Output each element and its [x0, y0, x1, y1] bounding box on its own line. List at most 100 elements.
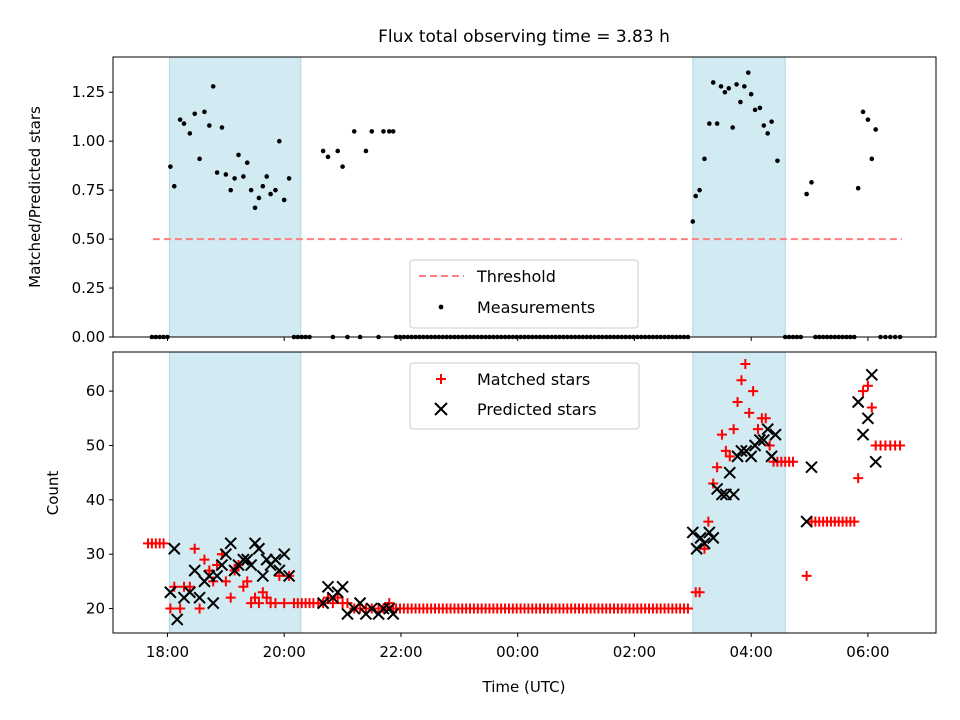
matched-star-point [199, 554, 210, 565]
x-axis-label: Time (UTC) [482, 678, 566, 696]
predicted-star-point [715, 488, 729, 501]
matched-star-point [238, 581, 249, 592]
y-tick-label: 30 [86, 545, 105, 563]
measurement-point [244, 160, 250, 166]
measurement-point [268, 191, 273, 197]
predicted-star-point [273, 564, 286, 577]
matched-star-point [332, 592, 343, 603]
matched-star-point [716, 429, 727, 440]
matched-star-point [253, 598, 264, 609]
measurement-point [381, 129, 386, 134]
matched-star-point [744, 407, 755, 418]
x-tick-label: 18:00 [146, 643, 189, 661]
predicted-star-point [856, 428, 870, 441]
matched-star-point [165, 603, 176, 614]
matched-star-point [858, 386, 869, 397]
measurement-point [281, 197, 287, 203]
predicted-star-point [686, 526, 700, 539]
measurement-point [351, 129, 357, 134]
predicted-star-point [723, 466, 736, 479]
predicted-star-point [237, 553, 250, 566]
x-tick-label: 02:00 [613, 643, 656, 661]
measurement-point [775, 158, 780, 164]
predicted-star-point [256, 569, 270, 583]
predicted-star-point [336, 580, 349, 594]
matched-star-point [862, 380, 873, 391]
measurement-point [757, 105, 763, 111]
matched-star-point [158, 538, 169, 549]
bottom-y-axis-ticks: 20 30 40 50 60 [86, 382, 113, 618]
measurement-point [197, 156, 202, 162]
measurement-point [710, 80, 716, 85]
measurement-point [748, 91, 754, 97]
predicted-star-point [219, 547, 233, 561]
top-axes-frame [112, 56, 937, 338]
predicted-star-point [316, 596, 330, 610]
matched-star-point [740, 358, 751, 369]
predicted-star-point [707, 531, 720, 545]
matched-star-point [327, 598, 338, 609]
measurement-point [730, 125, 735, 130]
predicted-star-point [757, 433, 771, 447]
predicted-star-point [765, 450, 778, 463]
measurement-point [369, 129, 375, 134]
x-tick-label: 22:00 [379, 643, 422, 661]
top-y-axis-ticks: 0.00 0.25 0.50 0.75 1.00 1.25 [72, 83, 113, 346]
measurement-point [241, 174, 246, 179]
measurement-point [264, 174, 270, 179]
matched-star-point [866, 402, 877, 413]
predicted-star-point [386, 607, 400, 621]
observing-window-1 [168, 56, 302, 338]
predicted-star-point [690, 542, 703, 555]
predicted-star-point [260, 553, 273, 566]
measurement-point [722, 89, 728, 95]
legend-matched-label: Matched stars [477, 370, 590, 389]
matched-star-point [708, 478, 719, 489]
measurement-point [769, 119, 774, 124]
matched-star-point [257, 587, 268, 598]
matched-star-point [694, 587, 705, 598]
measurement-point [726, 86, 732, 91]
predicted-star-point [703, 526, 716, 539]
matched-star-point [250, 592, 261, 603]
matched-star-point [384, 598, 395, 609]
bottom-axes-frame [112, 351, 937, 634]
measurement-point [363, 148, 369, 154]
predicted-star-point [168, 542, 181, 555]
predicted-star-point [731, 450, 744, 463]
measurement-point [742, 84, 747, 89]
measurement-point [386, 129, 392, 134]
matched-star-point [736, 375, 747, 386]
predicted-star-point [252, 542, 266, 555]
bottom-legend: Matched stars Predicted stars [409, 362, 640, 430]
x-tick-label: 04:00 [730, 643, 773, 661]
predicted-star-point [694, 531, 707, 545]
matched-star-point [895, 440, 906, 451]
matched-star-point [712, 462, 723, 473]
predicted-star-point [744, 450, 758, 463]
x-tick-label: 06:00 [846, 643, 889, 661]
measurement-point [809, 180, 814, 185]
measurement-point [702, 156, 707, 162]
predicted-star-point [377, 602, 390, 615]
matched-star-point [699, 543, 710, 554]
measurement-point [232, 176, 237, 181]
predicted-star-point [278, 547, 291, 561]
top-y-axis-label: Matched/Predicted stars [26, 106, 44, 288]
top-legend: Threshold Measurements [409, 259, 639, 329]
observing-window-2 [692, 56, 786, 338]
matched-star-point [849, 516, 860, 527]
legend-measurement-label: Measurements [477, 298, 595, 317]
matched-star-point [242, 576, 253, 587]
predicted-star-point [861, 412, 875, 425]
measurement-point [260, 183, 266, 189]
predicted-star-point [805, 461, 818, 474]
measurement-point [202, 109, 207, 115]
legend-matched-swatch [436, 374, 446, 384]
measurement-point [168, 164, 173, 169]
measurement-point [219, 125, 225, 130]
matched-star-point [225, 592, 236, 603]
measurement-point [869, 156, 875, 162]
predicted-star-point [183, 586, 197, 599]
